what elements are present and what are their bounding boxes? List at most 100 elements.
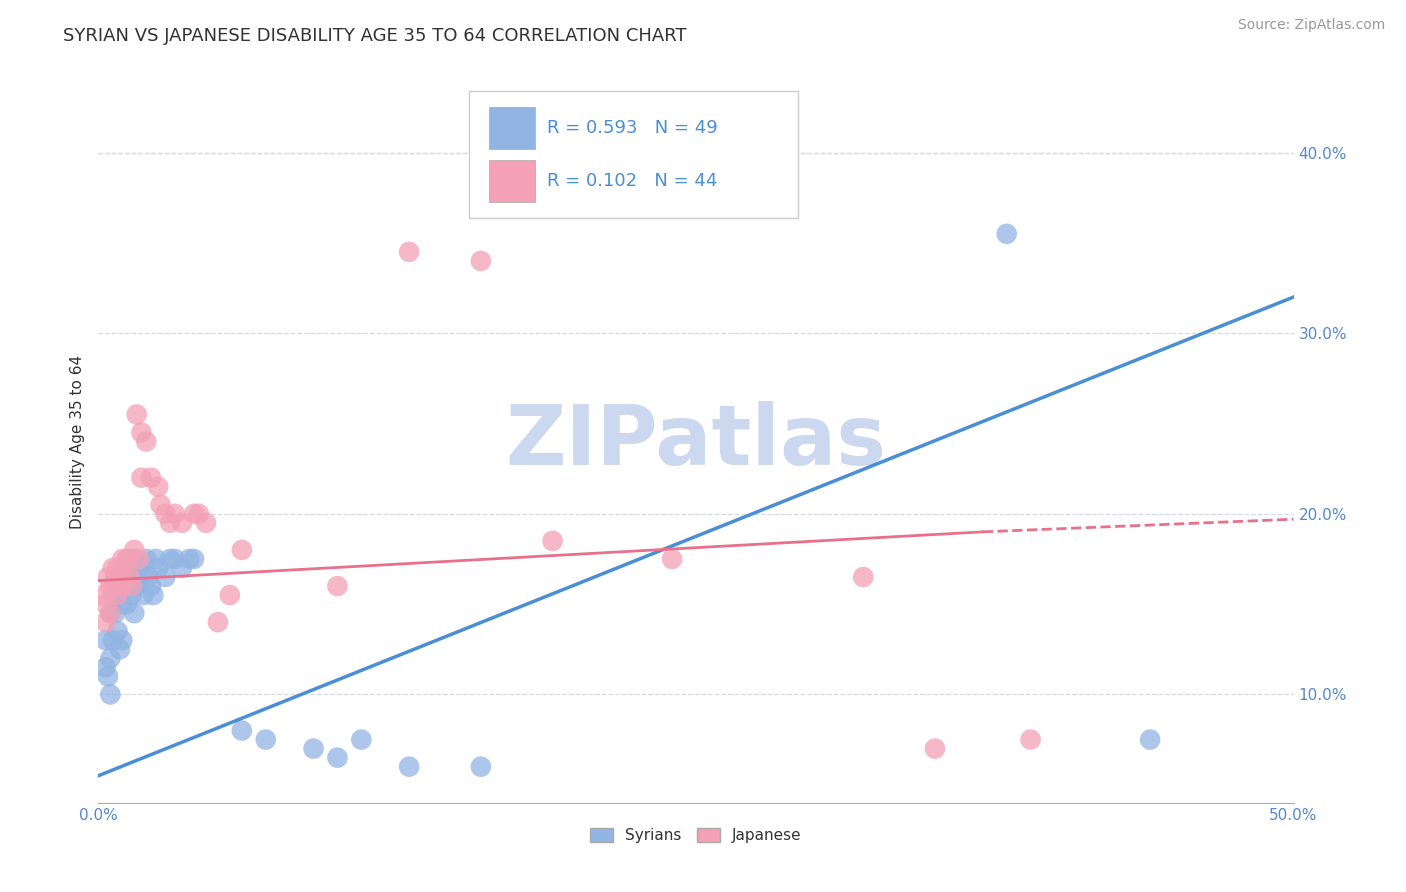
Point <box>172 561 194 575</box>
Point <box>155 570 177 584</box>
Point <box>132 588 155 602</box>
Point <box>231 723 253 738</box>
Text: R = 0.593   N = 49: R = 0.593 N = 49 <box>547 119 717 137</box>
Point <box>124 542 146 557</box>
Point <box>470 760 492 774</box>
Point <box>995 227 1018 241</box>
Point <box>114 579 136 593</box>
Point <box>398 760 420 774</box>
Point <box>852 570 875 584</box>
Point <box>661 552 683 566</box>
Point <box>114 561 136 575</box>
Point <box>111 579 134 593</box>
Legend: Syrians, Japanese: Syrians, Japanese <box>583 822 808 849</box>
Point <box>94 633 117 648</box>
Point <box>163 552 186 566</box>
Point <box>207 615 229 630</box>
Point <box>124 606 146 620</box>
Point <box>187 507 209 521</box>
Point <box>231 542 253 557</box>
Point <box>326 579 349 593</box>
Point <box>108 570 131 584</box>
Point <box>924 741 946 756</box>
Point <box>101 588 124 602</box>
Point <box>195 516 218 530</box>
Point <box>107 561 129 575</box>
Point <box>145 552 167 566</box>
Point <box>115 552 138 566</box>
Point <box>94 597 117 611</box>
Text: R = 0.102   N = 44: R = 0.102 N = 44 <box>547 172 717 190</box>
Point <box>104 579 127 593</box>
Text: Source: ZipAtlas.com: Source: ZipAtlas.com <box>1237 18 1385 32</box>
Point <box>97 669 120 683</box>
FancyBboxPatch shape <box>489 160 534 202</box>
Point <box>163 507 186 521</box>
Point <box>131 471 153 485</box>
Point <box>115 552 138 566</box>
Point <box>541 533 564 548</box>
Point <box>138 570 160 584</box>
Point <box>149 498 172 512</box>
Point <box>91 588 114 602</box>
Point <box>128 561 150 575</box>
Point <box>128 552 150 566</box>
Point <box>135 552 157 566</box>
Point <box>107 588 129 602</box>
Point <box>183 552 205 566</box>
Point <box>148 480 170 494</box>
FancyBboxPatch shape <box>470 91 797 218</box>
Point <box>104 570 127 584</box>
Point <box>107 588 129 602</box>
Point <box>219 588 242 602</box>
Point <box>118 570 141 584</box>
Point <box>155 507 177 521</box>
Point <box>124 552 146 566</box>
Point <box>125 579 148 593</box>
Point <box>125 408 148 422</box>
Point <box>115 597 138 611</box>
Point <box>118 570 141 584</box>
Point <box>111 552 134 566</box>
Point <box>107 624 129 639</box>
Point <box>183 507 205 521</box>
Point <box>104 606 127 620</box>
Point <box>121 579 143 593</box>
Point <box>172 516 194 530</box>
Point <box>98 651 122 665</box>
Point <box>98 687 122 701</box>
Point <box>148 561 170 575</box>
Point <box>350 732 373 747</box>
Point <box>1139 732 1161 747</box>
Point <box>121 588 143 602</box>
Point <box>139 471 162 485</box>
Y-axis label: Disability Age 35 to 64: Disability Age 35 to 64 <box>69 354 84 529</box>
Point <box>142 588 165 602</box>
Point <box>159 552 181 566</box>
Point <box>254 732 277 747</box>
Point <box>1019 732 1042 747</box>
Point <box>111 633 134 648</box>
Point <box>326 750 349 764</box>
Point <box>94 660 117 674</box>
Point <box>135 434 157 449</box>
Point <box>131 570 153 584</box>
Point <box>302 741 325 756</box>
Point <box>98 579 122 593</box>
Point <box>179 552 201 566</box>
Point <box>139 579 162 593</box>
Point <box>131 425 153 440</box>
Point <box>108 642 131 657</box>
Point <box>470 253 492 268</box>
Point <box>398 244 420 259</box>
Point <box>101 561 124 575</box>
FancyBboxPatch shape <box>489 107 534 149</box>
Point <box>111 597 134 611</box>
Text: ZIPatlas: ZIPatlas <box>506 401 886 482</box>
Point <box>159 516 181 530</box>
Text: SYRIAN VS JAPANESE DISABILITY AGE 35 TO 64 CORRELATION CHART: SYRIAN VS JAPANESE DISABILITY AGE 35 TO … <box>63 27 688 45</box>
Point <box>97 570 120 584</box>
Point <box>94 615 117 630</box>
Point <box>124 579 146 593</box>
Point <box>101 633 124 648</box>
